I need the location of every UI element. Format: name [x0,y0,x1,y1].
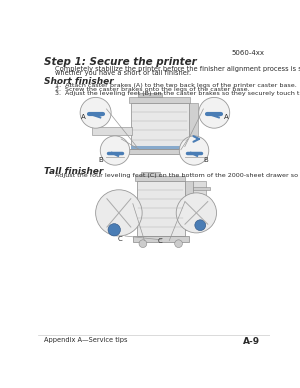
Bar [133,236,189,242]
Text: Adjust the four leveling feet (C) on the bottom of the 2000-sheet drawer so all : Adjust the four leveling feet (C) on the… [55,173,300,178]
Text: Step 1: Secure the printer: Step 1: Secure the printer [44,57,196,68]
Circle shape [108,223,120,236]
Text: whether you have a short or tall finisher.: whether you have a short or tall finishe… [55,71,191,76]
Bar [130,146,189,149]
Bar [193,187,210,190]
Text: Short finisher: Short finisher [44,76,113,86]
Text: 3.  Adjust the leveling feet (B) on the caster brakes so they securely touch the: 3. Adjust the leveling feet (B) on the c… [55,91,300,96]
Text: B: B [203,157,208,163]
Text: 1.  Attach caster brakes (A) to the two back legs of the printer caster base.: 1. Attach caster brakes (A) to the two b… [55,83,296,88]
Circle shape [199,97,230,128]
Bar [135,176,185,180]
Bar [124,149,195,154]
Circle shape [195,220,206,230]
Text: B: B [98,157,103,163]
Text: C: C [118,236,123,242]
Bar [92,127,132,135]
Bar [137,180,185,236]
Circle shape [80,97,111,128]
Text: A-9: A-9 [243,337,260,346]
Circle shape [176,193,217,233]
Text: 5060-4xx: 5060-4xx [232,50,265,55]
Bar [185,180,193,230]
Text: A: A [81,114,86,120]
Text: Completely stabilize the printer before the finisher alignment process is starte: Completely stabilize the printer before … [55,66,300,72]
Text: C: C [158,238,162,244]
Circle shape [96,190,142,236]
Bar [141,172,160,176]
Text: A: A [224,114,228,120]
Bar [189,103,198,143]
Circle shape [139,240,147,248]
Text: 2.  Screw the caster brakes onto the legs of the caster base.: 2. Screw the caster brakes onto the legs… [55,87,249,92]
Text: Appendix A—Service tips: Appendix A—Service tips [44,337,127,343]
Circle shape [175,240,182,248]
Bar [138,93,161,97]
Bar [130,103,189,149]
Bar [129,97,190,103]
Circle shape [179,136,209,165]
Bar [193,180,206,219]
Text: Tall finisher: Tall finisher [44,167,103,176]
Circle shape [100,136,130,165]
